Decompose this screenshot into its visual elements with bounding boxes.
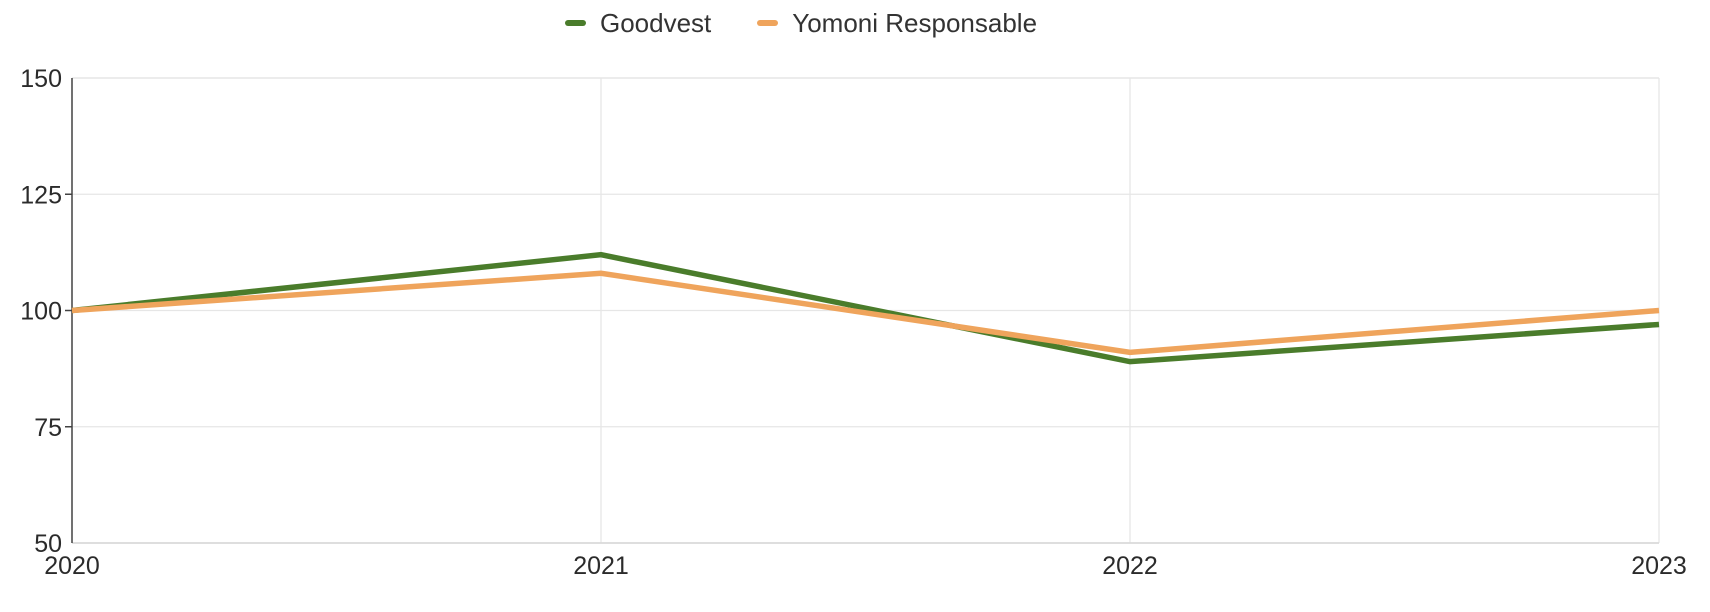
- chart-legend: Goodvest Yomoni Responsable: [0, 8, 1656, 38]
- legend-item-goodvest: Goodvest: [564, 8, 712, 38]
- x-axis-label-2020: 2020: [44, 552, 100, 580]
- y-axis-label-100: 100: [20, 298, 62, 326]
- x-axis-label-2023: 2023: [1631, 552, 1687, 580]
- y-axis-label-150: 150: [20, 65, 62, 93]
- y-axis-label-75: 75: [34, 414, 62, 442]
- x-axis-label-2021: 2021: [573, 552, 629, 580]
- legend-item-yomoni-responsable: Yomoni Responsable: [757, 8, 1037, 38]
- x-axis-label-2022: 2022: [1102, 552, 1158, 580]
- yomoni-line-swatch-icon: [757, 20, 779, 26]
- legend-label-yomoni-responsable: Yomoni Responsable: [792, 8, 1038, 38]
- legend-label-goodvest: Goodvest: [599, 8, 712, 38]
- y-axis-label-125: 125: [20, 181, 62, 209]
- goodvest-line-swatch-icon: [564, 20, 586, 26]
- series-line-yomoni-responsable: [71, 270, 1660, 356]
- y-axis-label-50: 50: [34, 530, 62, 558]
- series-line-goodvest: [71, 251, 1660, 365]
